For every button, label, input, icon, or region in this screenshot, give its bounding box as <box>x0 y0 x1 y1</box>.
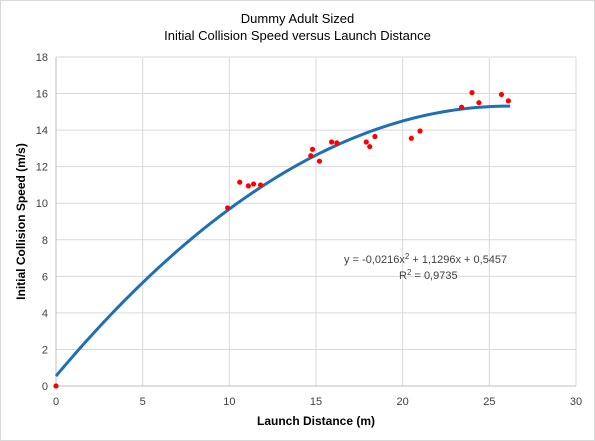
x-axis-label: Launch Distance (m) <box>257 414 375 428</box>
y-tick-label: 0 <box>42 381 48 393</box>
r-squared-label: R2 = 0,9735 <box>399 268 458 282</box>
data-points <box>53 90 511 389</box>
data-point <box>329 139 335 145</box>
data-point <box>459 104 465 110</box>
data-point <box>505 98 511 104</box>
y-tick-label: 10 <box>36 198 48 210</box>
y-tick-label: 18 <box>36 52 48 64</box>
data-point <box>309 146 316 152</box>
data-point <box>367 143 373 150</box>
data-point <box>308 153 314 159</box>
y-tick-labels: 0 2 4 6 8 10 12 14 16 18 <box>36 52 48 393</box>
data-point <box>469 90 475 96</box>
data-point <box>53 383 59 389</box>
y-tick-label: 16 <box>36 89 48 101</box>
data-point <box>245 183 251 189</box>
y-tick-label: 8 <box>42 235 48 247</box>
chart-subtitle: Initial Collision Speed versus Launch Di… <box>164 28 431 43</box>
r2-prefix: R <box>399 270 407 282</box>
data-point <box>316 158 323 164</box>
data-point <box>257 182 264 188</box>
data-point <box>363 139 369 145</box>
x-tick-label: 10 <box>223 396 235 408</box>
r2-suffix: = 0,9735 <box>411 270 457 282</box>
y-tick-label: 12 <box>36 162 48 174</box>
data-point <box>417 128 423 134</box>
equation-suffix: + 1,1296x + 0,5457 <box>409 254 507 266</box>
axes <box>55 57 576 387</box>
y-axis-label: Initial Collision Speed (m/s) <box>14 143 28 300</box>
data-point <box>251 181 257 187</box>
r2-exponent: 2 <box>407 268 412 277</box>
x-tick-label: 0 <box>53 396 59 408</box>
equation-prefix: y = -0,0216x <box>344 254 405 266</box>
trendline-equation: y = -0,0216x2 + 1,1296x + 0,5457 <box>344 252 507 266</box>
x-tick-label: 30 <box>570 396 582 408</box>
equation-exponent: 2 <box>405 252 410 261</box>
x-tick-label: 5 <box>140 396 146 408</box>
y-tick-label: 2 <box>42 344 48 356</box>
x-tick-label: 20 <box>397 396 409 408</box>
data-point <box>372 133 378 140</box>
trendline <box>54 104 511 377</box>
data-point <box>237 179 243 185</box>
data-point <box>334 140 340 146</box>
data-point <box>225 205 231 211</box>
x-tick-label: 15 <box>310 396 322 408</box>
data-point <box>476 100 482 106</box>
data-point <box>408 135 414 141</box>
y-tick-label: 14 <box>36 125 48 137</box>
y-tick-label: 6 <box>42 271 48 283</box>
x-tick-labels: 0 5 10 15 20 25 30 <box>53 396 582 408</box>
data-point <box>498 91 505 98</box>
y-tick-label: 4 <box>42 308 48 320</box>
chart-title: Dummy Adult Sized <box>240 11 355 26</box>
x-tick-label: 25 <box>483 396 495 408</box>
